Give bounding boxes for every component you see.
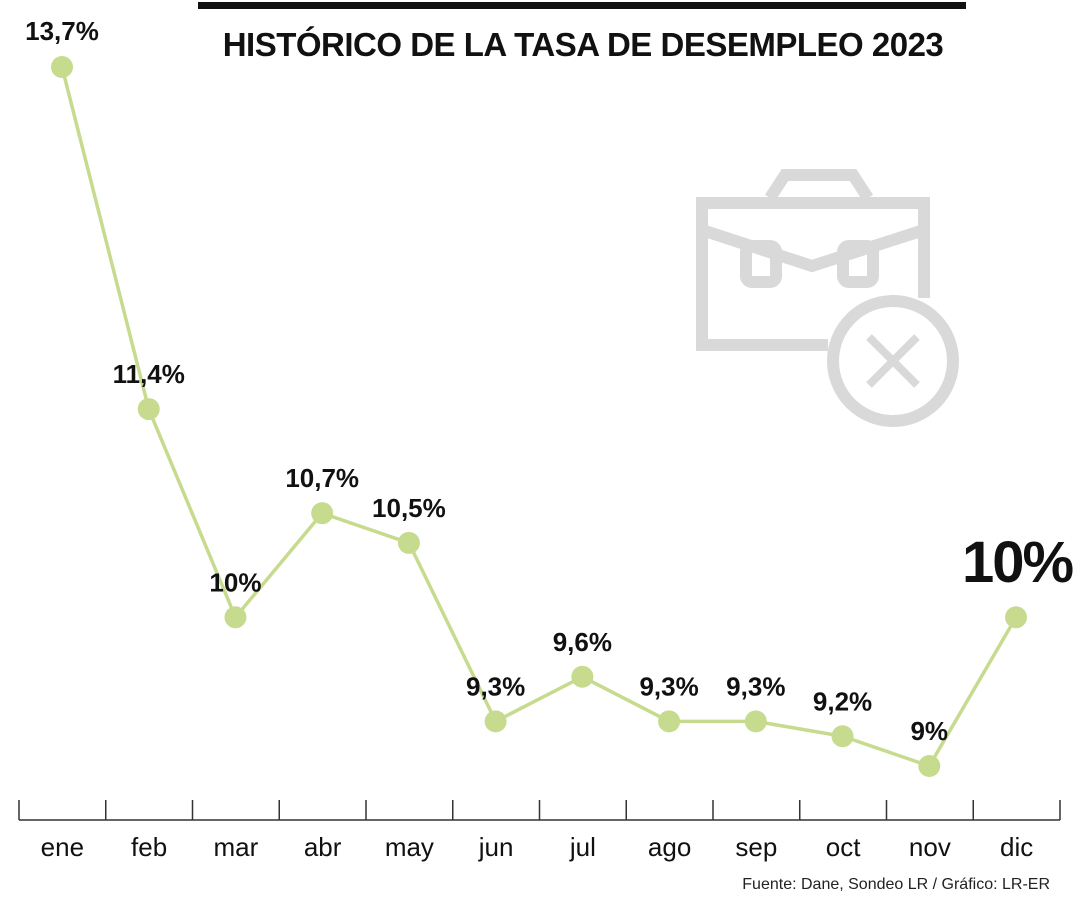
x-tick-label: ene (41, 832, 84, 862)
chart-title: HISTÓRICO DE LA TASA DE DESEMPLEO 2023 (222, 26, 944, 63)
data-point (397, 531, 420, 554)
data-label: 9,3% (466, 671, 525, 701)
x-tick-label: feb (131, 832, 167, 862)
x-tick-label: may (385, 832, 434, 862)
x-tick-label: dic (1000, 832, 1033, 862)
x-tick-label: abr (304, 832, 342, 862)
data-label: 9,6% (553, 627, 612, 657)
data-point (311, 502, 334, 525)
data-label: 9% (910, 716, 948, 746)
series-line (60, 66, 1018, 768)
data-point (1005, 606, 1027, 629)
source-note: Fuente: Dane, Sondeo LR / Gráfico: LR-ER (742, 876, 1050, 893)
data-label: 10% (209, 567, 261, 597)
x-tick-label: sep (735, 832, 777, 862)
data-point (744, 710, 767, 733)
x-tick-label: mar (213, 832, 258, 862)
data-point (658, 710, 681, 733)
data-labels: 13,7% 11,4% 10% 10,7% 10,5% 9,3% 9,6% 9,3% 9,3% 9… (25, 16, 1075, 746)
data-points (51, 56, 1027, 777)
data-label: 9,3% (726, 671, 785, 701)
data-point (484, 710, 507, 733)
data-label: 9,3% (639, 671, 698, 701)
title-rule (198, 2, 966, 9)
x-tick-label: jun (478, 832, 514, 862)
x-tick-label: ago (648, 832, 691, 862)
data-label: 9,2% (813, 686, 872, 716)
x-tick-label: nov (909, 832, 951, 862)
data-point (51, 56, 73, 78)
data-point (831, 725, 854, 748)
data-label: 10,5% (372, 493, 446, 523)
x-tick-label: oct (826, 832, 861, 862)
data-label: 13,7% (25, 16, 99, 46)
briefcase-with-x-icon (696, 169, 959, 427)
x-tick-label: jul (569, 832, 596, 862)
series-polyline (60, 66, 1018, 768)
data-label: 11,4% (113, 359, 185, 389)
data-label: 10% (962, 530, 1074, 595)
data-label: 10,7% (285, 463, 359, 493)
data-point (571, 665, 594, 688)
x-axis: ene feb mar abr may jun jul ago sep oct nov dic (18, 800, 1061, 862)
data-point (224, 606, 247, 629)
data-point (137, 398, 160, 421)
data-point (918, 755, 941, 777)
